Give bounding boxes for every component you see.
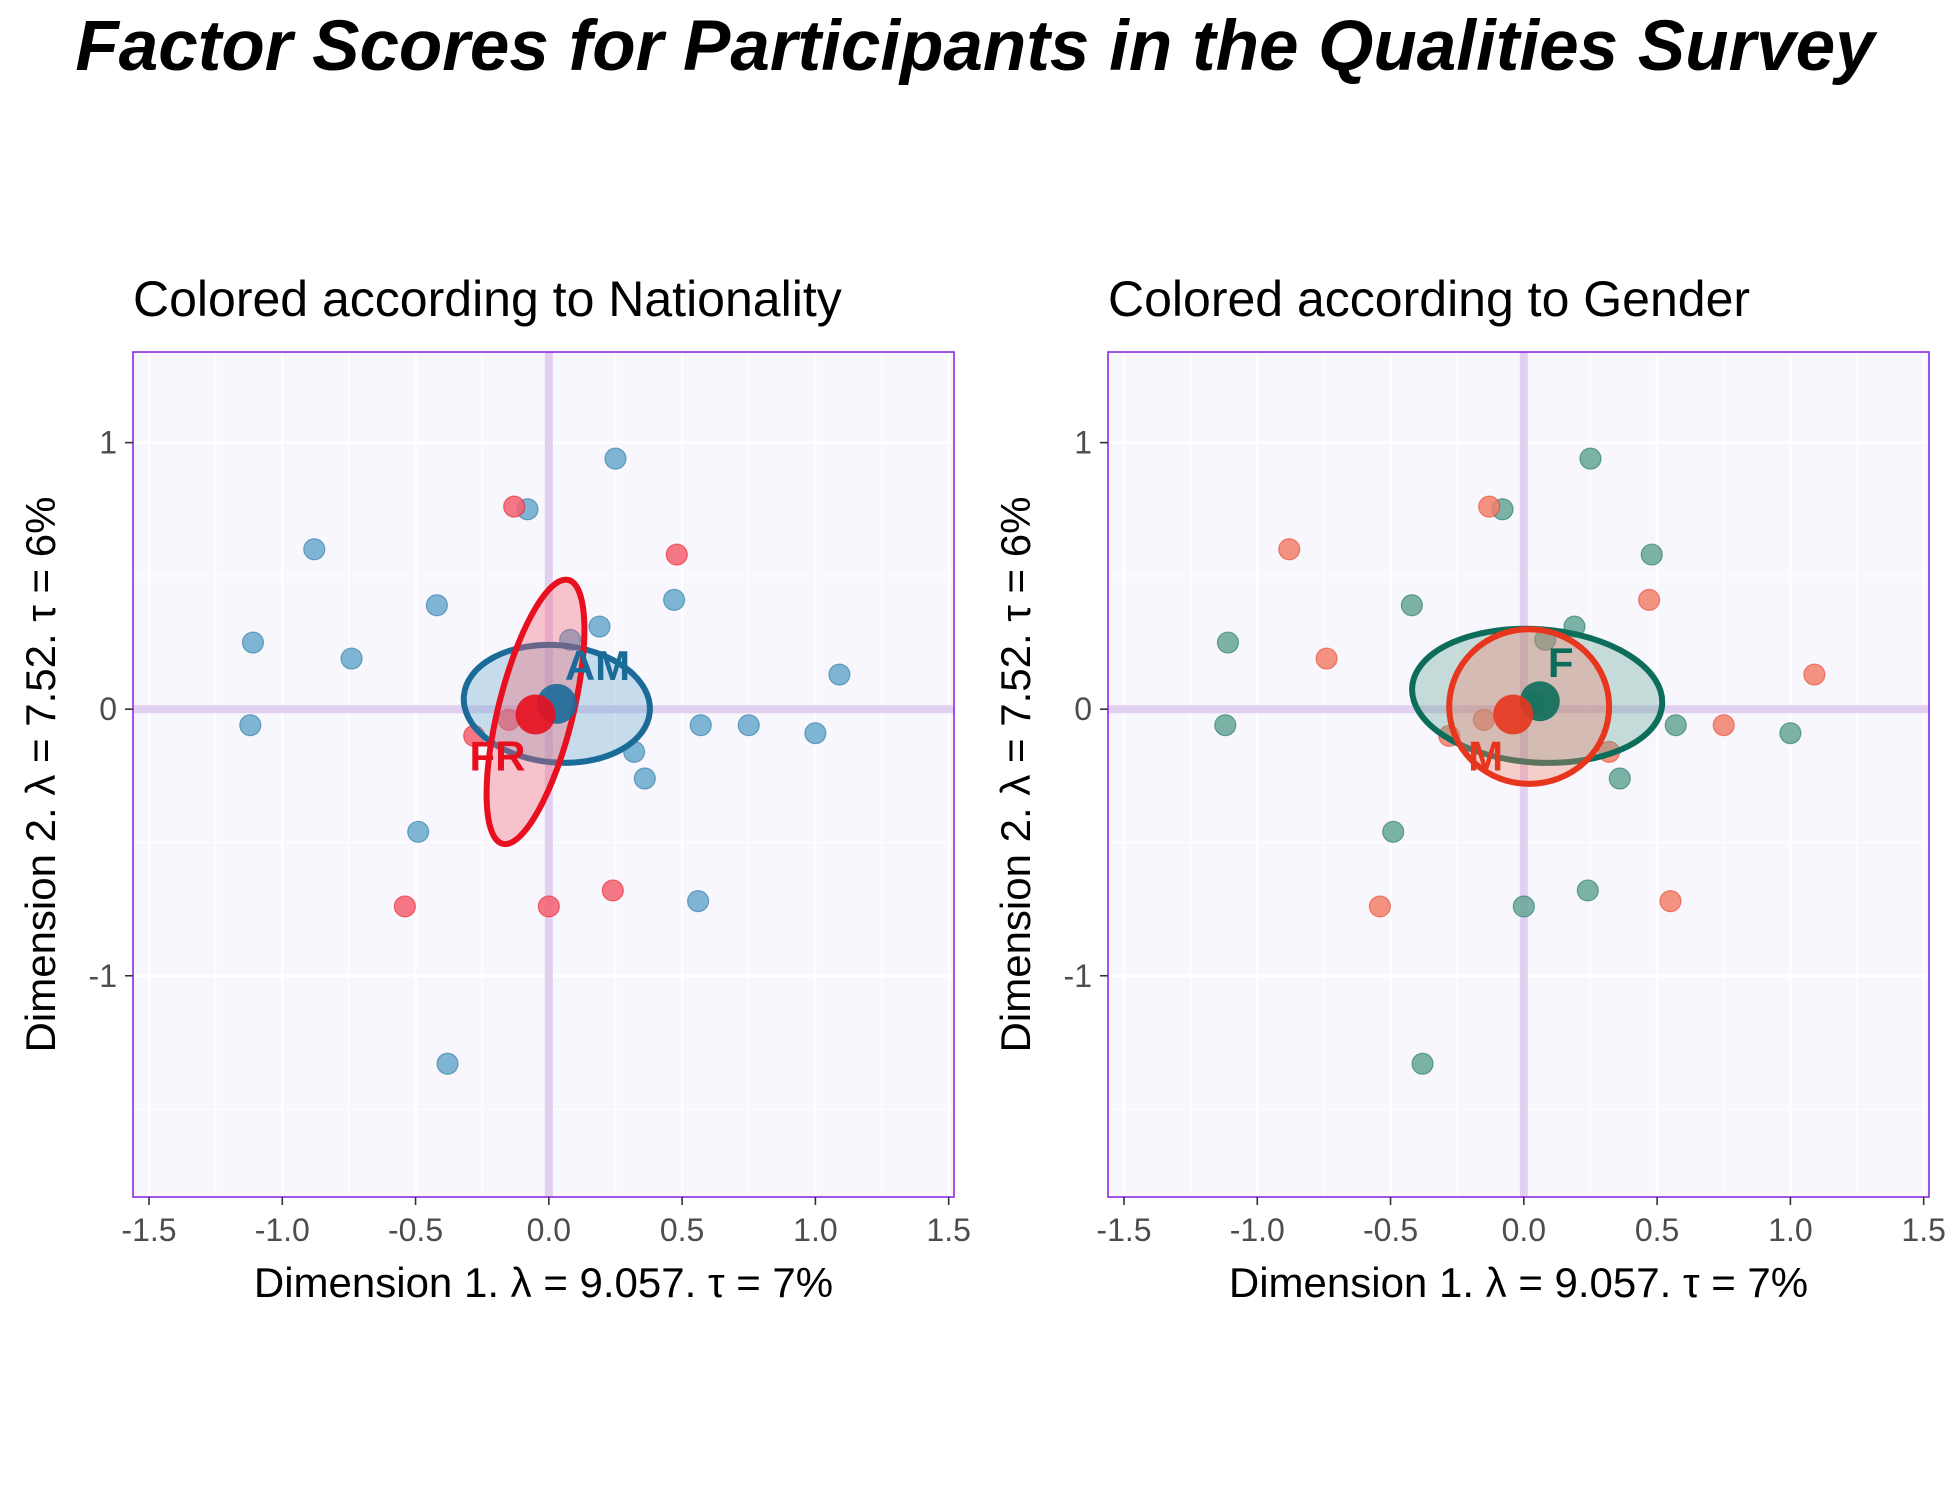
chart-0-x-tick-label: 0.5	[660, 1212, 704, 1248]
chart-0-group-label-fr: FR	[470, 733, 526, 780]
chart-0-point-am	[689, 714, 712, 737]
chart-1-title: Colored according to Gender	[1108, 271, 1750, 327]
chart-1-point-m	[1278, 538, 1301, 561]
chart-1-point-m	[1638, 588, 1661, 612]
chart-0-point-am	[425, 594, 448, 617]
chart-1-plot-background	[1108, 352, 1929, 1197]
chart-1-y-tick-label: 1	[1074, 425, 1092, 461]
chart-0-group-label-am: AM	[565, 642, 630, 689]
chart-0-point-fr	[601, 879, 624, 902]
chart-0-point-am	[604, 447, 627, 470]
chart-1-point-f	[1579, 447, 1602, 470]
chart-0-point-fr	[665, 543, 688, 566]
chart-1-group-label-f: F	[1548, 639, 1574, 686]
chart-1-point-f	[1411, 1052, 1434, 1075]
chart-1-point-f	[1664, 714, 1687, 737]
panel-gender: Colored according to Gender -1.5 -1.0 -0.5 0…	[992, 271, 1946, 1306]
chart-1-point-f	[1400, 594, 1423, 617]
chart-0-x-tick-label: 0.0	[527, 1212, 571, 1248]
chart-0-point-am	[633, 767, 656, 790]
chart-1-y-axis-label: Dimension 2. λ = 7.52. τ = 6%	[992, 497, 1039, 1053]
chart-1-x-tick-label: -1.5	[1096, 1212, 1151, 1248]
chart-0-x-tick-label: -0.5	[388, 1212, 443, 1248]
chart-0-point-am	[588, 615, 611, 638]
chart-1-point-f	[1216, 631, 1240, 654]
chart-1-point-f	[1382, 820, 1405, 843]
chart-0-point-am	[241, 631, 265, 654]
figure-title: Factor Scores for Participants in the Qu…	[75, 7, 1875, 86]
chart-1-mean-m	[1493, 694, 1534, 735]
chart-0-point-fr	[393, 895, 416, 918]
chart-0-point-am	[407, 820, 430, 843]
chart-1-x-axis-label: Dimension 1. λ = 9.057. τ = 7%	[1229, 1259, 1808, 1306]
chart-0-point-fr	[537, 895, 560, 918]
chart-0-y-tick-label: -1	[89, 958, 117, 994]
chart-0-plot-border	[132, 351, 955, 1198]
panel-nationality: Colored according to Nationality -1.5 -1.0…	[17, 271, 971, 1306]
chart-1-x-tick-label: 0.0	[1502, 1212, 1546, 1248]
chart-1-x-tick-label: 1.5	[1901, 1212, 1945, 1248]
chart-1-point-m	[1803, 663, 1826, 686]
chart-1-point-f	[1779, 722, 1802, 745]
chart-1-x-tick-label: -0.5	[1363, 1212, 1418, 1248]
chart-1-x-tick-label: 1.0	[1768, 1212, 1812, 1248]
chart-1-point-m	[1368, 895, 1391, 918]
chart-0-point-am	[663, 588, 686, 612]
chart-0-x-tick-label: -1.0	[255, 1212, 310, 1248]
chart-1-x-tick-label: 0.5	[1635, 1212, 1679, 1248]
chart-0-x-axis-label: Dimension 1. λ = 9.057. τ = 7%	[254, 1259, 833, 1306]
chart-0-point-am	[303, 538, 326, 561]
chart-0-point-am	[687, 890, 710, 913]
chart-1-y-tick-label: 0	[1074, 691, 1092, 727]
chart-1-group-label-m: M	[1468, 733, 1503, 780]
chart-1-point-m	[1315, 647, 1338, 670]
chart-0-plot-background	[133, 352, 954, 1197]
chart-1-x-tick-label: -1.0	[1230, 1212, 1285, 1248]
chart-0-point-am	[239, 714, 262, 737]
chart-0-y-axis-label: Dimension 2. λ = 7.52. τ = 6%	[17, 497, 64, 1053]
chart-1-point-f	[1512, 895, 1535, 918]
chart-0-x-tick-label: 1.5	[926, 1212, 970, 1248]
chart-1-point-f	[1214, 714, 1237, 737]
chart-0-point-am	[737, 714, 760, 737]
chart-1-y-tick-label: -1	[1064, 958, 1092, 994]
chart-0-x-tick-label: -1.5	[121, 1212, 176, 1248]
chart-1-point-f	[1608, 767, 1631, 790]
chart-0-point-am	[340, 647, 363, 670]
chart-0-mean-fr	[515, 694, 556, 735]
chart-1-plot-border	[1107, 351, 1930, 1198]
chart-0-y-tick-label: 1	[99, 425, 117, 461]
chart-0-point-am	[436, 1052, 459, 1075]
chart-0-point-am	[828, 663, 851, 686]
chart-0-x-tick-label: 1.0	[793, 1212, 837, 1248]
chart-1-point-m	[1659, 890, 1682, 913]
chart-1-point-f	[1640, 543, 1663, 566]
chart-0-point-fr	[503, 495, 526, 518]
chart-1-point-f	[1576, 879, 1599, 902]
chart-0-title: Colored according to Nationality	[133, 271, 842, 327]
chart-1-point-m	[1712, 714, 1735, 737]
chart-0-y-tick-label: 0	[99, 691, 117, 727]
chart-0-point-am	[804, 722, 827, 745]
chart-1-point-m	[1478, 495, 1501, 518]
